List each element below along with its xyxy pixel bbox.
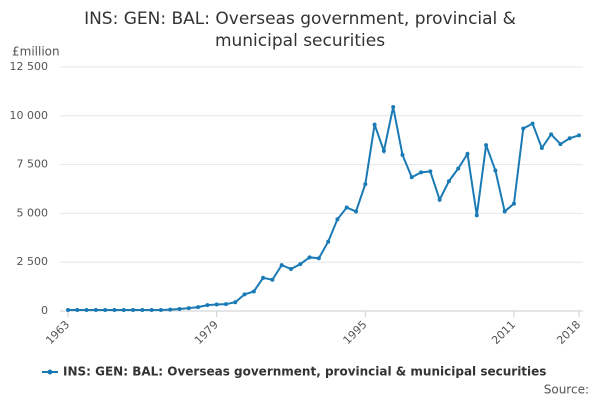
point	[279, 263, 284, 268]
y-tick-label: 5 000	[17, 206, 49, 219]
point	[158, 308, 163, 313]
point	[214, 302, 219, 307]
point	[168, 307, 173, 312]
point	[502, 209, 507, 214]
chart-title: INS: GEN: BAL: Overseas government, prov…	[84, 9, 516, 51]
point	[140, 308, 145, 313]
point	[316, 256, 321, 261]
point	[419, 170, 424, 175]
point	[363, 182, 368, 187]
point	[446, 179, 451, 184]
point	[112, 308, 117, 313]
point	[66, 308, 70, 313]
x-tick-label: 2011	[489, 318, 518, 347]
point	[270, 277, 275, 282]
point	[521, 126, 526, 131]
point	[103, 308, 108, 313]
point	[326, 239, 331, 244]
point	[567, 136, 572, 141]
point	[131, 308, 136, 313]
point	[549, 132, 554, 137]
point	[344, 205, 349, 210]
point	[456, 166, 461, 171]
point	[205, 303, 210, 308]
point	[298, 262, 303, 267]
point	[149, 308, 154, 313]
point	[391, 105, 396, 110]
point	[177, 307, 182, 312]
y-tick-label: 2 500	[17, 255, 49, 268]
point	[465, 151, 470, 156]
point	[288, 267, 293, 272]
point	[223, 302, 228, 307]
point	[428, 169, 433, 174]
y-unit-label: £million	[12, 45, 60, 59]
legend-marker	[47, 369, 53, 375]
point	[186, 306, 191, 311]
point	[474, 213, 479, 218]
series-line	[68, 106, 580, 312]
point	[307, 255, 312, 260]
point	[251, 289, 256, 294]
point	[335, 217, 340, 222]
point	[493, 168, 498, 173]
x-tick-label: 1963	[43, 318, 72, 347]
point	[93, 308, 98, 313]
point	[372, 122, 377, 127]
x-tick-label: 2018	[554, 318, 583, 347]
point	[539, 146, 544, 151]
y-tick-label: 0	[41, 304, 48, 317]
point	[409, 175, 414, 180]
x-tick-label: 1979	[192, 318, 221, 347]
point	[84, 308, 89, 313]
point	[530, 121, 535, 126]
point	[242, 292, 247, 297]
point	[511, 201, 516, 206]
point	[484, 143, 489, 148]
point	[121, 308, 126, 313]
point	[261, 275, 266, 280]
point	[233, 300, 238, 305]
source: Source:	[544, 383, 589, 397]
point	[196, 305, 201, 310]
legend-label: INS: GEN: BAL: Overseas government, prov…	[63, 365, 546, 379]
point	[354, 209, 359, 214]
y-tick-label: 10 000	[10, 109, 49, 122]
point	[381, 148, 386, 153]
y-tick-label: 7 500	[17, 158, 49, 171]
point	[400, 152, 405, 157]
x-tick-label: 1995	[341, 318, 370, 347]
point	[577, 133, 581, 138]
point	[558, 142, 563, 147]
point	[75, 308, 80, 313]
point	[437, 197, 442, 202]
y-tick-label: 12 500	[10, 60, 49, 73]
